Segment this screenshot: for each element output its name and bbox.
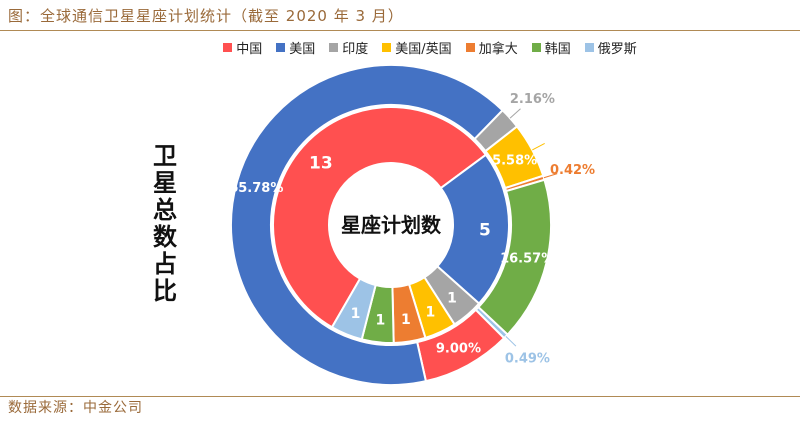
outer-data-label: 0.49% (505, 351, 550, 366)
inner-data-label: 1 (351, 306, 361, 322)
outer-data-label: 65.78% (229, 181, 283, 196)
legend-label: 加拿大 (478, 41, 518, 57)
legend-swatch (329, 42, 339, 52)
outer-data-label: 5.58% (492, 153, 537, 168)
inner-ring-center-label: 星座计划数 (341, 213, 442, 237)
inner-data-label: 1 (447, 291, 457, 307)
legend-item: 加拿大 (465, 38, 518, 57)
inner-slice-1 (435, 153, 510, 305)
outer-leader-line (509, 108, 521, 119)
bottom-divider (0, 396, 800, 397)
legend-label: 美国/英国 (395, 41, 452, 57)
legend-swatch (276, 42, 286, 52)
outer-leader-line (543, 173, 558, 179)
legend-swatch (584, 42, 594, 52)
outer-data-label: 0.42% (550, 163, 595, 178)
inner-data-label: 1 (375, 312, 385, 328)
legend-label: 美国 (289, 41, 316, 57)
legend-swatch (382, 42, 392, 52)
inner-data-label: 1 (426, 304, 436, 320)
legend-swatch (465, 42, 475, 52)
outer-ring-axis-label: 卫星总数占比 (153, 141, 177, 305)
legend-item: 印度 (329, 38, 368, 57)
legend-item: 中国 (223, 38, 262, 57)
legend-item: 韩国 (531, 38, 571, 57)
legend-swatch (223, 42, 233, 52)
inner-slice-0 (272, 106, 488, 329)
legend-item: 美国/英国 (382, 38, 452, 57)
outer-slice-6 (474, 305, 509, 340)
outer-data-label: 9.00% (436, 342, 481, 357)
outer-data-label: 2.16% (510, 92, 555, 107)
legend-label: 俄罗斯 (597, 41, 637, 57)
inner-data-label: 13 (309, 153, 333, 173)
figure-title: 图：全球通信卫星星座计划统计（截至 2020 年 3 月） (8, 7, 404, 25)
figure-source: 数据来源：中金公司 (8, 400, 143, 416)
legend-label: 中国 (236, 41, 263, 57)
legend-label: 印度 (342, 41, 369, 57)
legend-item: 俄罗斯 (584, 38, 637, 57)
top-divider (0, 30, 800, 31)
outer-leader-line (505, 336, 517, 347)
outer-slice-1 (230, 64, 504, 386)
outer-leader-line (532, 142, 545, 151)
chart-legend: 中国 美国 印度 美国/英国 加拿大 韩国 俄罗斯 (190, 36, 670, 58)
legend-swatch (531, 42, 541, 52)
legend-label: 韩国 (544, 41, 571, 57)
inner-data-label: 1 (401, 312, 411, 328)
legend-item: 美国 (276, 38, 315, 57)
inner-data-label: 5 (479, 220, 491, 240)
inner-slice-6 (330, 277, 377, 341)
outer-data-label: 16.57% (500, 251, 554, 266)
